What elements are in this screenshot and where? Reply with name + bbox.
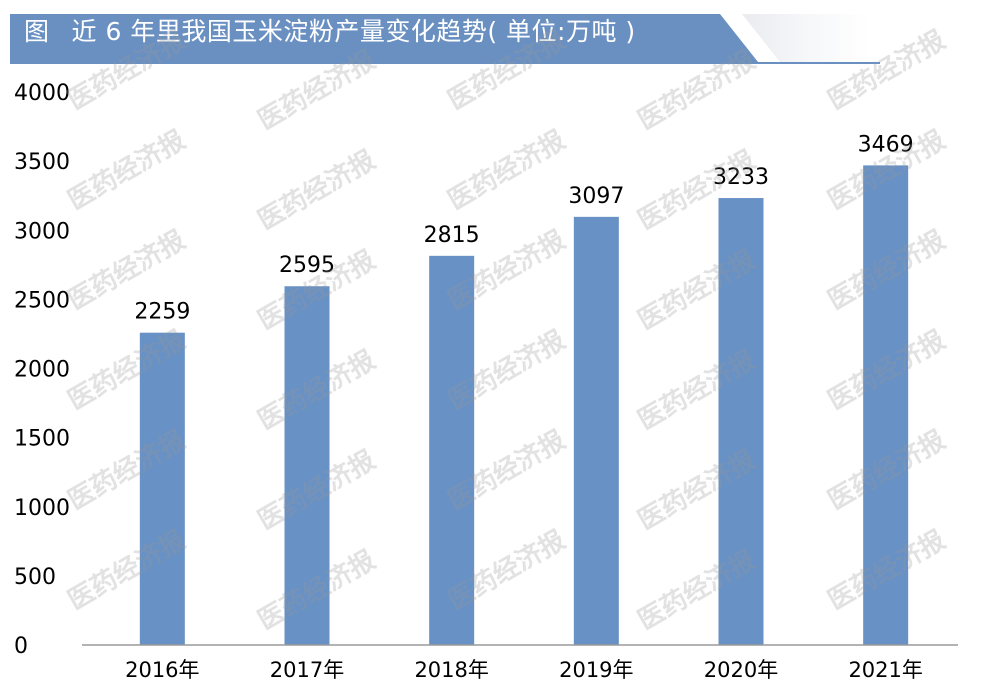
chart-title: 图近 6 年里我国玉米淀粉产量变化趋势( 单位:万吨 ) [24,10,636,54]
x-tick-label: 2020年 [704,658,778,682]
y-tick-label: 1500 [14,427,70,452]
y-tick-label: 500 [14,565,56,590]
y-tick-label: 2000 [14,358,70,383]
bar [139,332,185,645]
x-tick-label: 2021年 [848,658,922,682]
bar [718,198,764,645]
title-text: 近 6 年里我国玉米淀粉产量变化趋势( 单位:万吨 ) [71,17,636,46]
data-label: 3469 [858,132,914,157]
y-tick-label: 3000 [14,219,70,244]
y-tick-label: 0 [14,634,28,659]
data-label: 2259 [134,300,190,325]
y-tick-label: 2500 [14,288,70,313]
figure-label: 图 [24,17,50,46]
x-tick-label: 2016年 [125,658,199,682]
bar [573,216,619,645]
data-label: 3233 [713,165,769,190]
title-banner [10,14,880,64]
data-label: 2595 [279,253,335,278]
bar [429,255,475,646]
x-tick-label: 2017年 [270,658,344,682]
data-label: 2815 [424,223,480,248]
y-tick-label: 3500 [14,150,70,175]
bar [284,286,330,645]
x-tick-label: 2018年 [414,658,488,682]
y-tick-label: 4000 [14,81,70,106]
x-tick-label: 2019年 [559,658,633,682]
y-tick-label: 1000 [14,496,70,521]
data-label: 3097 [568,184,624,209]
bar [863,165,909,645]
